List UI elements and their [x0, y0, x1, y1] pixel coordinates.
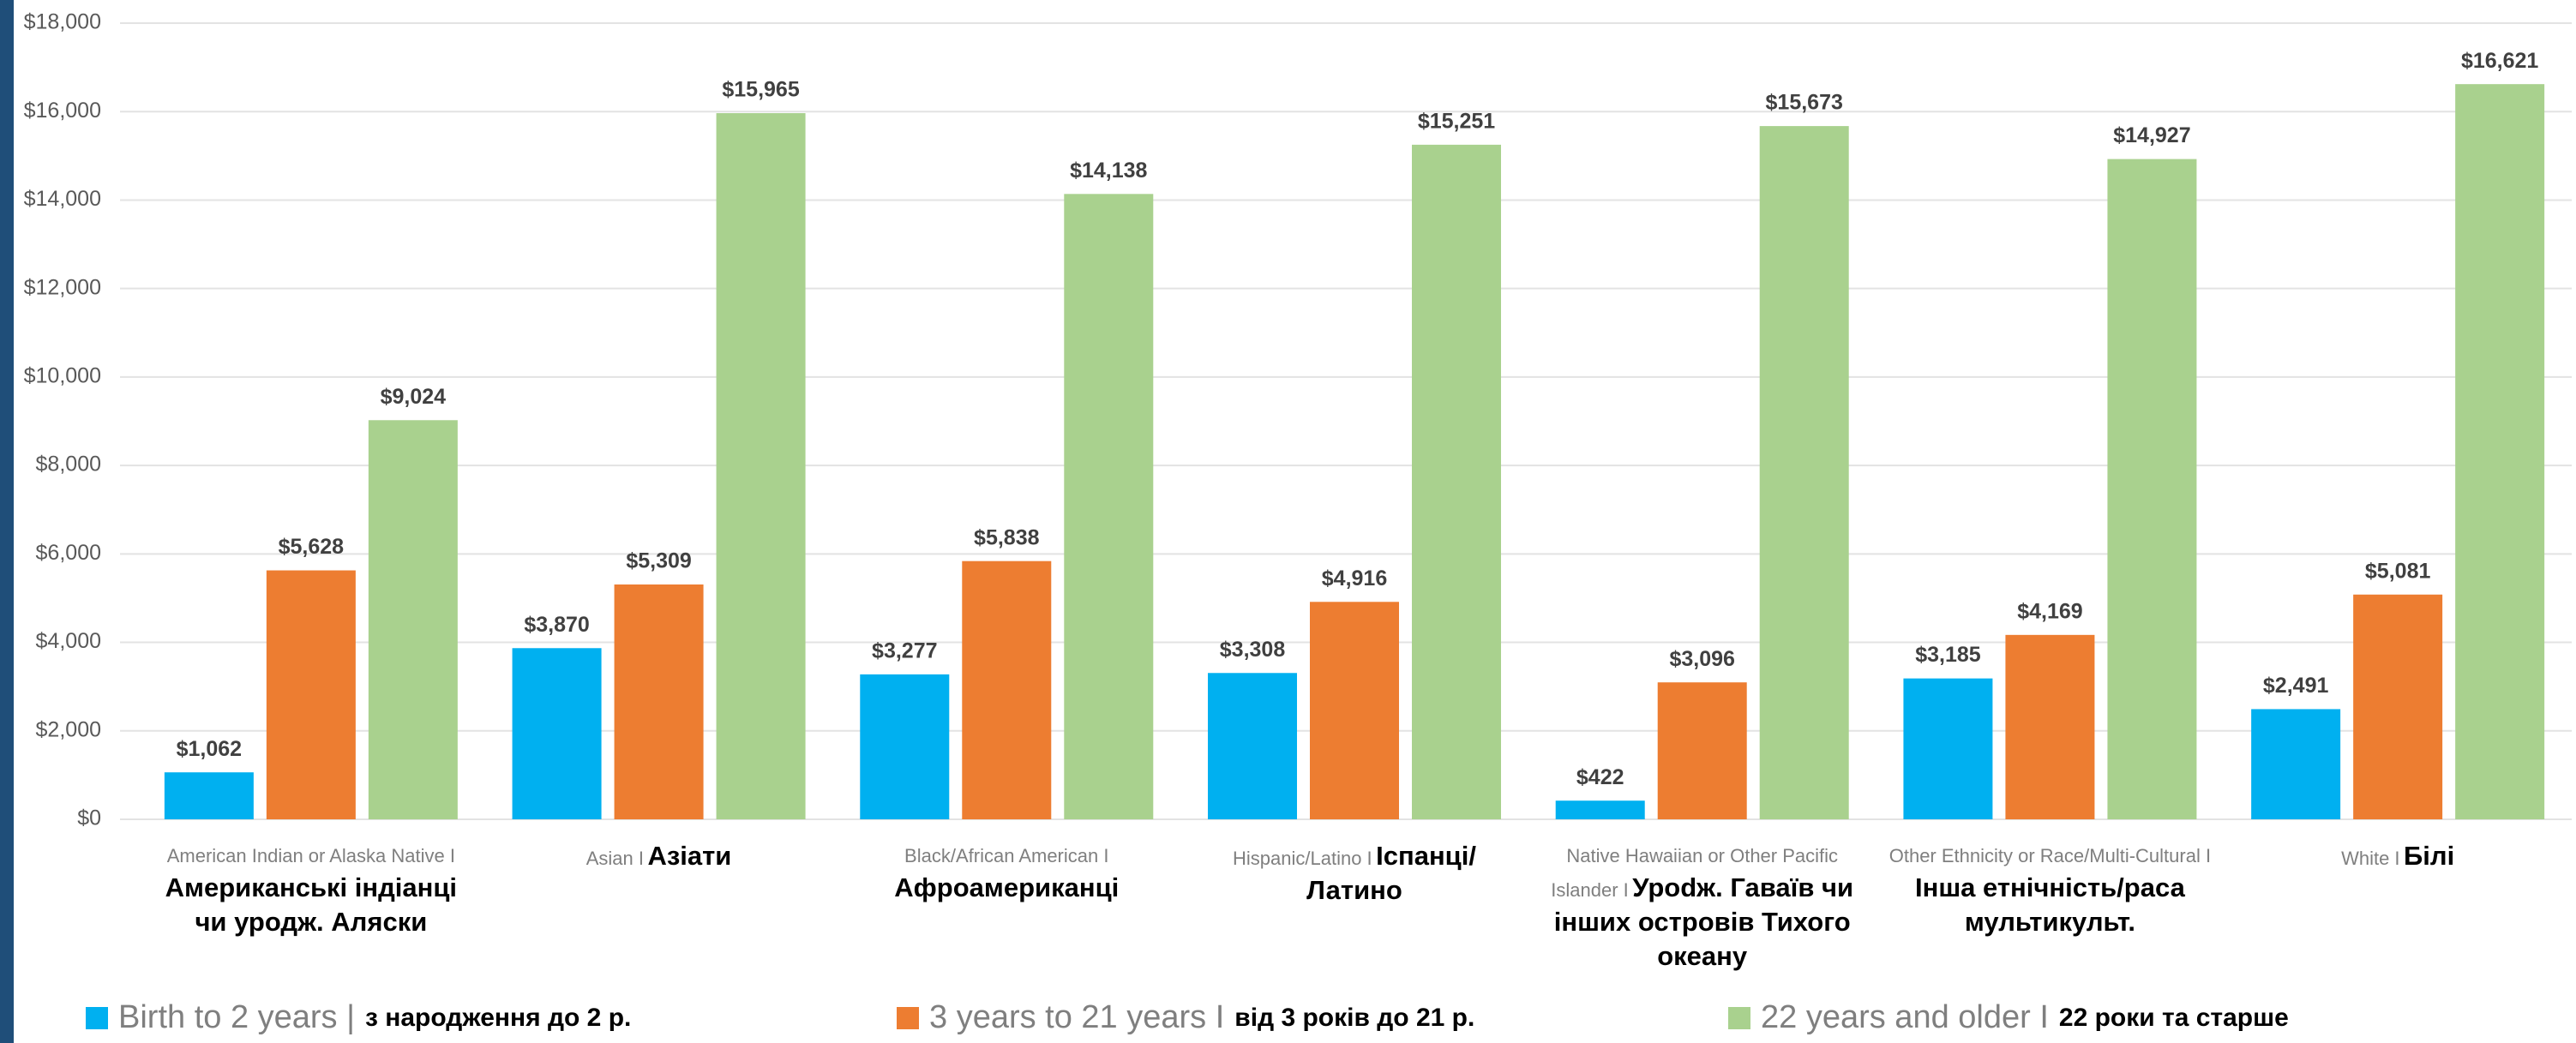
bar [512, 648, 602, 819]
value-label: $15,965 [722, 78, 799, 102]
value-label: $16,621 [2461, 49, 2538, 73]
category-uk: Урodж. Гаваїв чи інших островів Тихого о… [1553, 872, 1854, 971]
bar [1310, 602, 1399, 819]
bar [1657, 682, 1747, 819]
value-label: $15,673 [1766, 91, 1843, 115]
value-label: $4,169 [2017, 599, 2082, 623]
category-en: Native Hawaiian or Other Pacific Islande… [1551, 845, 1839, 901]
value-label: $3,185 [1915, 643, 1981, 667]
bar [2251, 709, 2341, 819]
legend-label-uk: 22 роки та старше [2058, 1003, 2289, 1032]
category-uk: Американські індіанці чи уродж. Аляски [165, 872, 458, 937]
side-strip [0, 0, 14, 1043]
value-label: $5,309 [626, 549, 691, 573]
x-tick-label: Other Ethnicity or Race/Multi-Cultural I… [1885, 842, 2216, 942]
value-label: $3,308 [1220, 638, 1286, 662]
legend-label: Birth to 2 years | [118, 999, 355, 1035]
category-uk: Азіати [647, 841, 732, 871]
bar [1412, 144, 1501, 819]
bar [2455, 84, 2545, 819]
x-tick-label: White I Білі [2232, 842, 2563, 876]
category-en: Other Ethnicity or Race/Multi-Cultural I [1888, 845, 2212, 866]
bar [716, 113, 806, 819]
category-en: White I [2341, 848, 2400, 869]
bar [1759, 126, 1849, 819]
category-uk: Інша етнічність/раса мультикульт. [1914, 872, 2185, 937]
x-tick-label: American Indian or Alaska Native I Амери… [146, 842, 477, 942]
x-tick-label: Hispanic/Latino I Іспанці/Латино [1189, 842, 1520, 910]
bar [1903, 678, 1993, 819]
category-en: Black/African American I [904, 845, 1109, 866]
bar [1208, 673, 1297, 819]
y-tick-label: $16,000 [24, 99, 101, 123]
legend-item: 22 years and older I 22 роки та старше [1728, 999, 2289, 1036]
bar [2107, 159, 2197, 819]
legend-label: 3 years to 21 years I [929, 999, 1225, 1035]
y-tick-label: $6,000 [36, 541, 101, 565]
bar [2353, 594, 2443, 819]
value-label: $5,081 [2365, 559, 2431, 583]
x-tick-label: Asian I Азіати [494, 842, 825, 876]
value-label: $15,251 [1418, 109, 1495, 133]
legend: Birth to 2 years | з народження до 2 р. 3 … [0, 999, 2576, 1042]
y-tick-label: $4,000 [36, 629, 101, 653]
bar [2005, 634, 2095, 819]
bar [614, 584, 704, 819]
value-label: $422 [1576, 765, 1624, 789]
y-tick-label: $18,000 [24, 10, 101, 34]
y-tick-label: $8,000 [36, 453, 101, 477]
legend-item: 3 years to 21 years I від 3 років до 21 р… [897, 999, 1474, 1036]
value-label: $14,927 [2113, 123, 2190, 147]
legend-swatch [86, 1006, 108, 1029]
bar [1555, 800, 1645, 819]
category-uk: Афроамериканці [894, 872, 1120, 902]
value-label: $9,024 [381, 385, 447, 409]
bar [860, 674, 950, 819]
bar [266, 570, 356, 819]
bar [962, 560, 1052, 819]
bar [164, 772, 254, 819]
bar [368, 420, 458, 819]
category-uk: Білі [2403, 841, 2455, 871]
category-en: Asian I [585, 848, 645, 869]
value-label: $14,138 [1070, 159, 1147, 183]
value-label: $2,491 [2263, 674, 2329, 698]
legend-label-uk: від 3 років до 21 р. [1234, 1003, 1475, 1032]
category-en: American Indian or Alaska Native I [166, 845, 455, 866]
value-label: $3,096 [1669, 647, 1734, 671]
value-label: $5,628 [279, 535, 345, 559]
value-label: $4,916 [1322, 566, 1387, 590]
y-tick-label: $2,000 [36, 717, 101, 741]
y-tick-label: $14,000 [24, 187, 101, 211]
category-uk: Іспанці/Латино [1306, 841, 1476, 905]
legend-item: Birth to 2 years | з народження до 2 р. [86, 999, 631, 1036]
legend-swatch [1728, 1006, 1750, 1029]
value-label: $3,277 [872, 638, 937, 662]
bar [1064, 194, 1154, 819]
value-label: $3,870 [524, 613, 589, 637]
y-tick-label: $10,000 [24, 363, 101, 387]
value-label: $5,838 [974, 525, 1040, 549]
legend-swatch [897, 1006, 919, 1029]
y-tick-label: $12,000 [24, 275, 101, 299]
category-en: Hispanic/Latino I [1233, 848, 1372, 869]
value-label: $1,062 [177, 737, 242, 761]
legend-label: 22 years and older I [1761, 999, 2049, 1035]
x-tick-label: Native Hawaiian or Other Pacific Islande… [1537, 842, 1868, 976]
legend-label-uk: з народження до 2 р. [364, 1003, 632, 1032]
x-tick-label: Black/African American I Афроамериканці [841, 842, 1172, 908]
y-tick-label: $0 [77, 806, 101, 830]
